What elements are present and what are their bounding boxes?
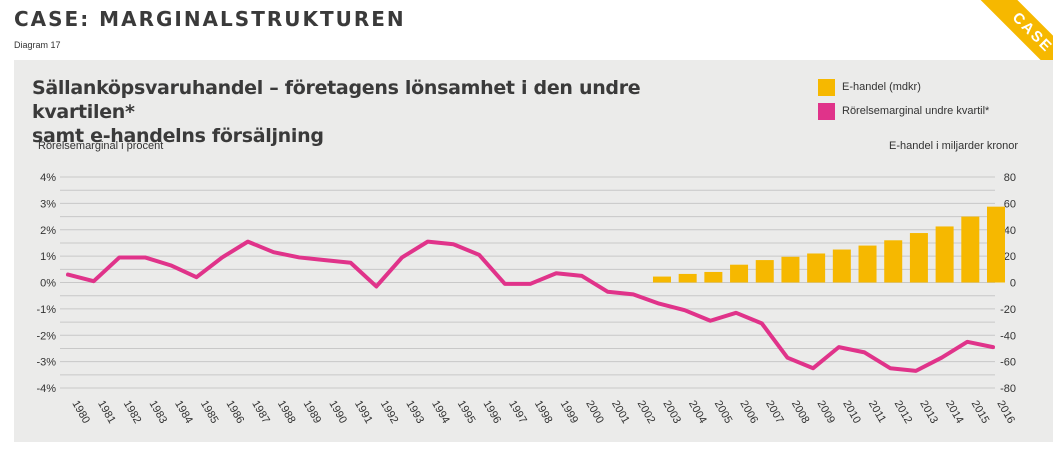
x-tick-label: 2016 <box>994 399 1017 426</box>
x-tick-label: 1984 <box>172 399 195 426</box>
diagram-label: Diagram 17 <box>14 40 61 50</box>
chart-panel <box>14 60 1053 442</box>
x-tick-label: 1992 <box>378 399 401 426</box>
y-right-tick-label: -80 <box>1000 383 1016 395</box>
y-right-tick-label: 80 <box>1004 172 1016 184</box>
x-tick-label: 1999 <box>558 399 581 426</box>
chart-title-line1: Sällanköpsvaruhandel – företagens lönsam… <box>32 77 641 123</box>
bar-2008 <box>781 256 800 283</box>
y-left-tick-label: 2% <box>40 225 56 237</box>
bar-2013 <box>909 233 928 283</box>
y-left-tick-label: 0% <box>40 278 56 290</box>
y-left-tick-label: -1% <box>36 304 56 316</box>
x-tick-label: 1994 <box>429 399 452 426</box>
bar-2007 <box>755 260 774 283</box>
x-tick-label: 2005 <box>712 399 735 426</box>
chart-legend: E-handel (mdkr) Rörelsemarginal undre kv… <box>818 78 989 126</box>
y-left-tick-label: 3% <box>40 198 56 210</box>
y-right-tick-label: 0 <box>1010 278 1016 290</box>
y-right-tick-label: 20 <box>1004 251 1016 263</box>
chart-title: Sällanköpsvaruhandel – företagens lönsam… <box>32 76 732 148</box>
bar-2011 <box>858 245 877 283</box>
legend-item-line: Rörelsemarginal undre kvartil* <box>818 102 989 120</box>
x-tick-label: 2013 <box>917 399 940 426</box>
legend-swatch-line <box>818 102 835 120</box>
x-tick-label: 1983 <box>146 399 169 426</box>
x-tick-label: 1995 <box>455 399 478 426</box>
x-tick-label: 2011 <box>866 399 888 425</box>
x-tick-label: 2009 <box>815 399 838 426</box>
bar-2005 <box>704 271 723 283</box>
bar-2009 <box>807 253 826 283</box>
x-tick-label: 1982 <box>121 399 144 426</box>
y-left-tick-label: 4% <box>40 172 56 184</box>
x-tick-label: 2007 <box>763 399 786 426</box>
x-tick-label: 1996 <box>481 399 504 426</box>
legend-label-line: Rörelsemarginal undre kvartil* <box>842 105 990 117</box>
x-tick-label: 2006 <box>737 399 760 426</box>
y-right-tick-label: -20 <box>1000 304 1016 316</box>
x-tick-label: 2008 <box>789 399 812 426</box>
y-left-tick-label: 1% <box>40 251 56 263</box>
bar-2004 <box>678 273 697 283</box>
x-tick-label: 2002 <box>635 399 658 426</box>
legend-label-bar: E-handel (mdkr) <box>842 81 921 93</box>
y-axis-left-title: Rörelsemarginal i procent <box>38 140 164 152</box>
x-tick-label: 1985 <box>198 399 221 426</box>
x-tick-label: 1991 <box>352 399 375 426</box>
bar-2014 <box>935 226 954 283</box>
x-tick-label: 1997 <box>506 399 529 426</box>
bar-2010 <box>832 249 851 283</box>
chart-title-line2: samt e-handelns försäljning <box>32 125 324 147</box>
y-left-tick-label: -3% <box>36 357 56 369</box>
bar-2016 <box>987 206 1005 283</box>
x-tick-label: 1993 <box>403 399 426 426</box>
x-tick-label: 2003 <box>660 399 683 426</box>
page-title: CASE: MARGINALSTRUKTUREN <box>14 7 406 31</box>
legend-swatch-bar <box>818 78 835 96</box>
bar-2015 <box>961 216 980 283</box>
y-left-tick-label: -4% <box>36 383 56 395</box>
x-tick-label: 2004 <box>686 399 709 426</box>
y-right-tick-label: -40 <box>1000 330 1016 342</box>
x-tick-label: 1980 <box>69 399 92 426</box>
x-tick-label: 2010 <box>840 399 863 426</box>
bar-2012 <box>884 240 903 283</box>
x-tick-label: 1981 <box>95 399 118 426</box>
bar-2003 <box>652 276 671 283</box>
x-tick-label: 2014 <box>943 399 966 426</box>
y-right-tick-label: 40 <box>1004 225 1016 237</box>
x-tick-label: 1998 <box>532 399 555 426</box>
legend-item-bar: E-handel (mdkr) <box>818 78 989 96</box>
x-tick-label: 1989 <box>301 399 324 426</box>
x-tick-label: 2015 <box>969 399 992 426</box>
x-tick-label: 2000 <box>583 399 606 426</box>
x-tick-label: 1988 <box>275 399 298 426</box>
x-tick-label: 1986 <box>224 399 247 426</box>
x-tick-label: 1990 <box>326 399 349 426</box>
y-left-tick-label: -2% <box>36 330 56 342</box>
bar-2006 <box>730 264 749 283</box>
y-axis-right-title: E-handel i miljarder kronor <box>889 140 1018 152</box>
x-tick-label: 2001 <box>609 399 632 426</box>
y-right-tick-label: 60 <box>1004 198 1016 210</box>
series-line-rorelsemarginal <box>66 239 995 373</box>
y-right-tick-label: -60 <box>1000 357 1016 369</box>
x-tick-label: 2012 <box>892 399 915 426</box>
x-tick-label: 1987 <box>249 399 272 426</box>
